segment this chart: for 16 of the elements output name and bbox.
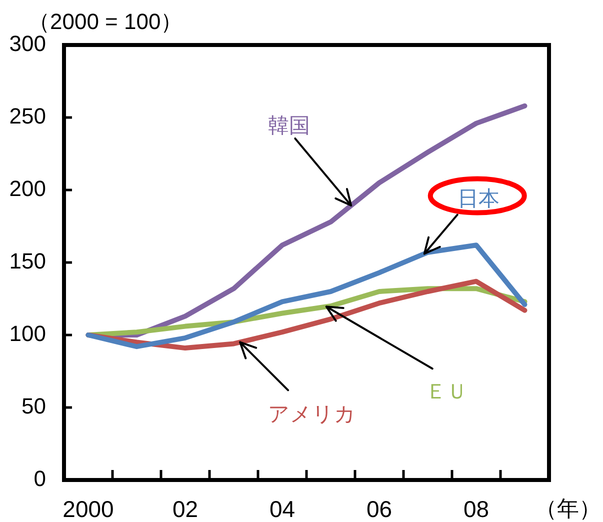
- y-tick-label: 250: [9, 104, 46, 129]
- series-label: 日本: [457, 188, 500, 211]
- y-tick-label: 200: [9, 176, 46, 202]
- y-tick-label: 50: [22, 394, 46, 419]
- x-tick-label: 08: [463, 496, 490, 522]
- x-tick-label: 02: [172, 496, 198, 522]
- text: ＥＵ: [425, 380, 468, 404]
- y-tick-label: 0: [34, 466, 46, 492]
- x-axis-title: （年）: [535, 496, 601, 522]
- x-tick-label: 06: [366, 496, 392, 522]
- text: 韓国: [268, 114, 310, 138]
- y-tick-label: 150: [9, 248, 46, 274]
- y-tick-label: 100: [9, 321, 46, 346]
- text: アメリカ: [268, 402, 356, 426]
- x-tick-label: 04: [269, 496, 296, 522]
- x-tick-label: 2000: [62, 496, 114, 522]
